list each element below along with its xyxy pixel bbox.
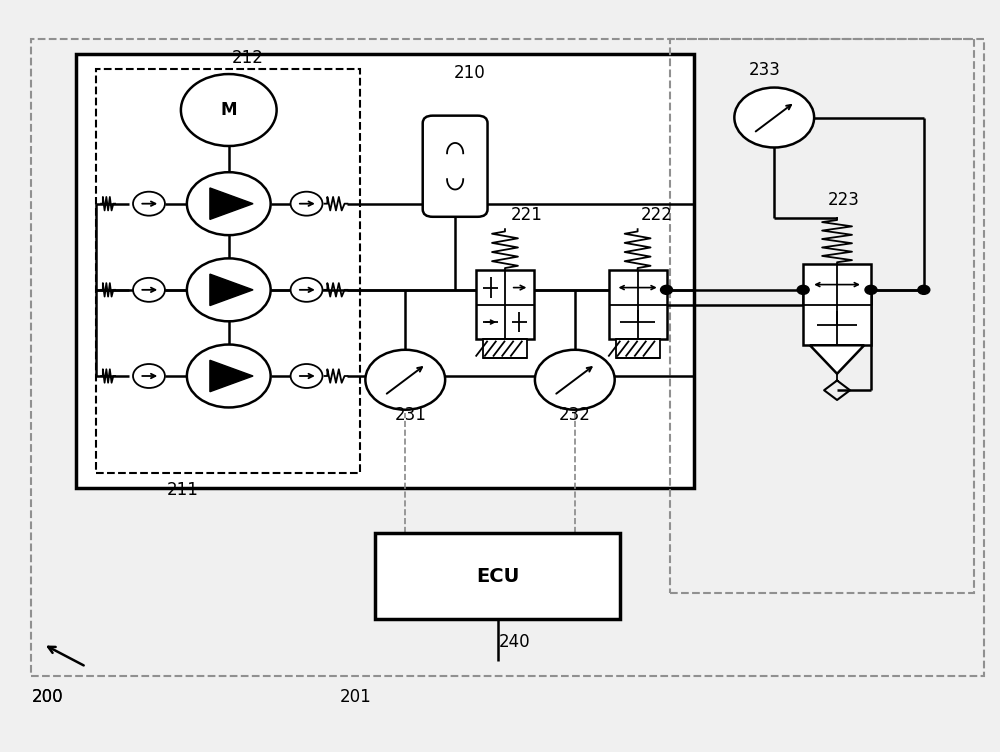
Bar bbox=[76, 54, 694, 488]
Circle shape bbox=[797, 285, 809, 294]
Circle shape bbox=[734, 87, 814, 147]
Bar bbox=[670, 39, 974, 593]
Bar bbox=[609, 271, 667, 339]
Text: 200: 200 bbox=[31, 687, 63, 705]
Bar bbox=[31, 39, 984, 676]
Circle shape bbox=[187, 344, 271, 408]
Polygon shape bbox=[210, 360, 253, 392]
Circle shape bbox=[865, 285, 877, 294]
Text: M: M bbox=[221, 101, 237, 119]
Bar bbox=[96, 69, 360, 474]
Polygon shape bbox=[483, 339, 527, 358]
Circle shape bbox=[133, 192, 165, 216]
Polygon shape bbox=[210, 188, 253, 220]
Bar bbox=[375, 533, 620, 620]
Bar bbox=[803, 265, 871, 345]
Polygon shape bbox=[616, 339, 660, 358]
Circle shape bbox=[181, 74, 277, 146]
Circle shape bbox=[918, 285, 930, 294]
Circle shape bbox=[291, 364, 322, 388]
Bar bbox=[476, 271, 534, 339]
Text: 211: 211 bbox=[167, 481, 199, 499]
Text: 232: 232 bbox=[559, 406, 591, 424]
Text: 201: 201 bbox=[340, 687, 371, 705]
Text: 223: 223 bbox=[828, 191, 860, 209]
Text: 212: 212 bbox=[232, 49, 264, 67]
Text: 210: 210 bbox=[454, 64, 486, 81]
Circle shape bbox=[133, 277, 165, 302]
Circle shape bbox=[187, 259, 271, 321]
Circle shape bbox=[291, 192, 322, 216]
Circle shape bbox=[133, 364, 165, 388]
Circle shape bbox=[661, 285, 673, 294]
Circle shape bbox=[365, 350, 445, 410]
Circle shape bbox=[187, 172, 271, 235]
Text: 233: 233 bbox=[748, 62, 780, 79]
Text: ECU: ECU bbox=[476, 567, 519, 586]
Text: 222: 222 bbox=[641, 206, 673, 224]
Circle shape bbox=[535, 350, 615, 410]
Text: 240: 240 bbox=[499, 633, 531, 651]
Text: 200: 200 bbox=[31, 687, 63, 705]
Circle shape bbox=[291, 277, 322, 302]
FancyBboxPatch shape bbox=[423, 116, 488, 217]
Text: 231: 231 bbox=[394, 406, 426, 424]
Text: 221: 221 bbox=[511, 206, 543, 224]
Polygon shape bbox=[210, 274, 253, 305]
Polygon shape bbox=[810, 345, 864, 374]
